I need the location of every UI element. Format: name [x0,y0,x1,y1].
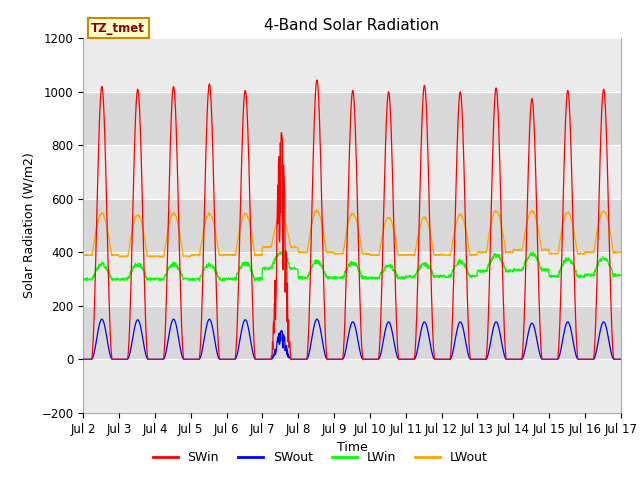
Bar [83,306,621,360]
Bar [83,145,621,199]
Text: TZ_tmet: TZ_tmet [92,22,145,35]
Bar [83,360,621,413]
Bar [83,38,621,92]
Bar [83,252,621,306]
Legend: SWin, SWout, LWin, LWout: SWin, SWout, LWin, LWout [147,446,493,469]
Y-axis label: Solar Radiation (W/m2): Solar Radiation (W/m2) [23,153,36,299]
Bar [83,199,621,252]
X-axis label: Time: Time [337,441,367,454]
Title: 4-Band Solar Radiation: 4-Band Solar Radiation [264,18,440,33]
Bar [83,92,621,145]
